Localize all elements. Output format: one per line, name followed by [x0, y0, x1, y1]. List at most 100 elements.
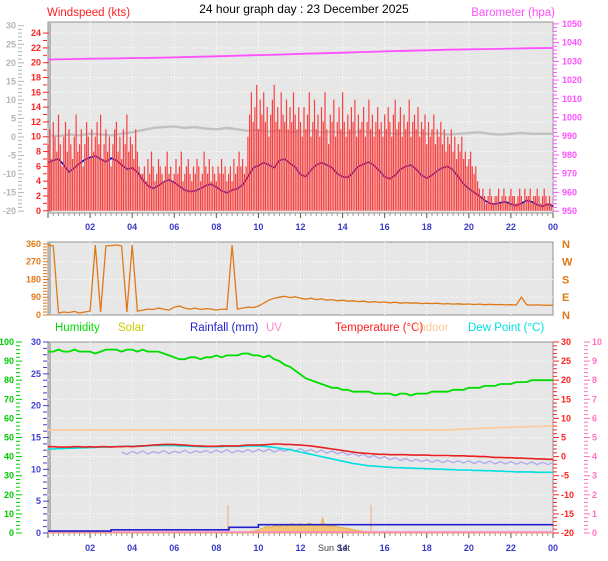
svg-text:5: 5: [592, 433, 597, 443]
svg-text:N: N: [562, 239, 570, 251]
svg-text:0: 0: [9, 528, 14, 538]
svg-text:980: 980: [562, 150, 577, 160]
svg-text:50: 50: [4, 433, 14, 443]
axis-barometer-right: 950 960 970 980 990 1000 1010 1020 1030 1040 1050: [553, 19, 582, 216]
svg-text:22: 22: [506, 543, 516, 553]
svg-text:10: 10: [253, 222, 263, 232]
svg-text:18: 18: [422, 543, 432, 553]
svg-text:15: 15: [6, 76, 16, 86]
svg-text:90: 90: [31, 292, 41, 302]
svg-text:S: S: [562, 274, 569, 286]
series-barometer: [47, 47, 554, 61]
axis-gray-left: -20 -15 -10 -5 0 5 10 15 20 25 30: [3, 21, 24, 216]
svg-text:00: 00: [548, 222, 558, 232]
svg-text:1040: 1040: [562, 38, 582, 48]
bottom-series: [48, 348, 554, 534]
svg-text:16: 16: [31, 87, 41, 97]
svg-text:0: 0: [11, 132, 16, 142]
legend-rainfall-mm: Rainfall (mm): [190, 322, 259, 334]
svg-text:-20: -20: [3, 206, 16, 216]
legend-temperature-c: Temperature (°C): [335, 322, 424, 334]
svg-text:5: 5: [36, 496, 41, 506]
page-title: 24 hour graph day : 23 December 2025: [199, 2, 409, 16]
svg-text:10: 10: [253, 543, 263, 553]
svg-text:04: 04: [127, 222, 137, 232]
series-wind-direction: [47, 244, 554, 314]
svg-text:9: 9: [592, 356, 597, 366]
axis-uv-right: 0 1 2 3 4 5 6 7 8 9 10: [584, 337, 602, 538]
svg-text:-15: -15: [561, 509, 574, 519]
svg-text:10: 10: [6, 95, 16, 105]
svg-text:25: 25: [6, 39, 16, 49]
svg-text:8: 8: [36, 147, 41, 157]
svg-text:3: 3: [592, 471, 597, 481]
svg-text:1030: 1030: [562, 56, 582, 66]
svg-text:0: 0: [561, 452, 566, 462]
svg-text:960: 960: [562, 187, 577, 197]
svg-text:Sun Set: Sun Set: [318, 543, 351, 553]
svg-text:20: 20: [464, 222, 474, 232]
series-temperature: [48, 443, 553, 461]
svg-text:1000: 1000: [562, 113, 582, 123]
svg-text:30: 30: [561, 337, 571, 347]
svg-text:60: 60: [4, 413, 14, 423]
svg-text:-10: -10: [561, 490, 574, 500]
svg-text:22: 22: [506, 222, 516, 232]
series-rainfall: [48, 523, 553, 532]
svg-text:20: 20: [4, 490, 14, 500]
svg-text:25: 25: [561, 356, 571, 366]
svg-text:15: 15: [31, 433, 41, 443]
svg-text:180: 180: [26, 274, 41, 284]
series-indoor: [48, 425, 554, 431]
axis-rainfall-left: 0 5 10 15 20 25 30: [31, 337, 49, 538]
svg-text:14: 14: [31, 102, 41, 112]
svg-text:6: 6: [36, 161, 41, 171]
svg-text:W: W: [562, 257, 573, 269]
svg-text:1010: 1010: [562, 94, 582, 104]
svg-text:0: 0: [36, 528, 41, 538]
svg-text:14: 14: [338, 222, 348, 232]
svg-text:0: 0: [36, 310, 41, 320]
svg-text:2: 2: [36, 191, 41, 201]
barometer-axis-title: Barometer (hpa): [471, 7, 555, 19]
series-wind-gust: [47, 84, 552, 211]
svg-text:12: 12: [295, 543, 305, 553]
svg-text:24: 24: [31, 28, 41, 38]
svg-text:20: 20: [31, 401, 41, 411]
legend-humidity: Humidity: [55, 322, 100, 334]
svg-text:10: 10: [4, 509, 14, 519]
bot-panel: [47, 341, 554, 534]
svg-text:16: 16: [380, 222, 390, 232]
svg-text:2: 2: [592, 490, 597, 500]
svg-text:1050: 1050: [562, 19, 582, 29]
svg-text:14: 14: [338, 543, 348, 553]
svg-text:20: 20: [561, 375, 571, 385]
top-x-axis: 02 04 06 08 10 12 14 16 18 20 22 00: [47, 213, 558, 232]
svg-text:990: 990: [562, 131, 577, 141]
svg-text:4: 4: [592, 452, 597, 462]
svg-text:950: 950: [562, 206, 577, 216]
axis-humidity-left: 0 10 20 30 40 50 60 70 80 90 100: [0, 337, 22, 538]
svg-text:30: 30: [4, 471, 14, 481]
svg-text:-10: -10: [3, 169, 16, 179]
axis-direction-left: 0 90 180 270 360: [26, 239, 49, 320]
svg-text:10: 10: [31, 464, 41, 474]
svg-text:18: 18: [31, 73, 41, 83]
middle-series: [47, 244, 554, 314]
svg-text:20: 20: [31, 58, 41, 68]
svg-text:5: 5: [561, 433, 566, 443]
axis-temperature-right: -20 -15 -10 -5 0 5 10 15 20 25 30: [553, 337, 574, 538]
svg-text:18: 18: [422, 222, 432, 232]
svg-text:22: 22: [31, 43, 41, 53]
bottom-x-axis: 02 04 06 08 10 12 14 16 18 20 22 00 Sun Set: [47, 533, 558, 553]
svg-text:-5: -5: [8, 151, 16, 161]
svg-text:25: 25: [31, 369, 41, 379]
svg-text:8: 8: [592, 375, 597, 385]
legend-indoor: Indoor: [416, 322, 449, 334]
svg-text:-15: -15: [3, 188, 16, 198]
svg-text:06: 06: [169, 543, 179, 553]
legend-row: Humidity Solar Rainfall (mm) UV Temperature …: [0, 322, 608, 336]
svg-text:70: 70: [4, 394, 14, 404]
